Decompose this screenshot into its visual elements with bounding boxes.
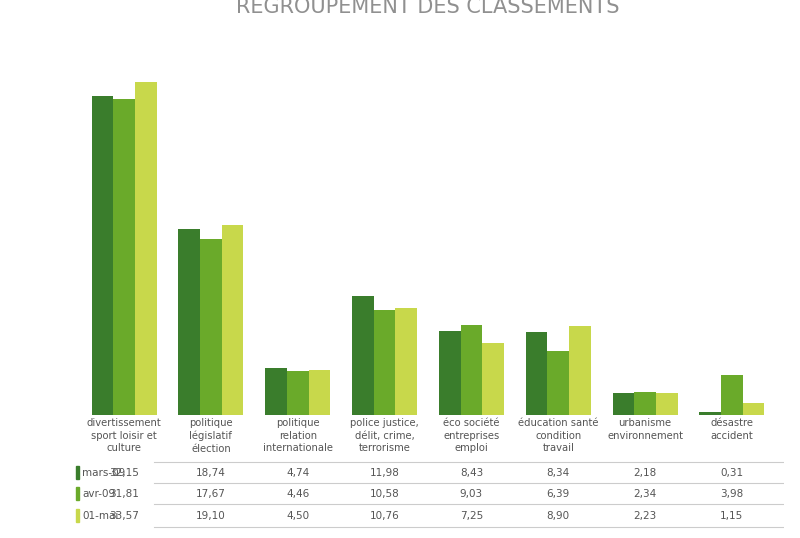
Text: 6,39: 6,39 [546,489,570,499]
Text: 3,98: 3,98 [720,489,743,499]
Title: REGROUPEMENT DES CLASSEMENTS: REGROUPEMENT DES CLASSEMENTS [236,0,620,17]
Bar [91,96,114,415]
Text: 0,31: 0,31 [720,468,743,478]
Text: urbanisme
environnement: urbanisme environnement [607,419,683,441]
Bar [287,371,309,415]
Text: 19,10: 19,10 [196,511,226,521]
Bar [721,376,742,415]
Bar [526,332,547,415]
Bar [76,487,79,500]
Bar [352,296,374,415]
Bar [569,327,591,415]
Bar [265,368,287,415]
Bar [699,412,721,415]
Bar [309,370,330,415]
Text: 33,57: 33,57 [109,511,139,521]
Bar [439,331,461,415]
Text: 17,67: 17,67 [196,489,226,499]
Text: 1,15: 1,15 [720,511,743,521]
Text: 4,46: 4,46 [286,489,310,499]
Text: 2,23: 2,23 [634,511,657,521]
Bar [461,325,482,415]
Text: 01-mai: 01-mai [82,511,118,521]
Text: 11,98: 11,98 [370,468,399,478]
Text: politique
relation
internationale: politique relation internationale [262,419,333,453]
Text: 7,25: 7,25 [460,511,483,521]
Bar [76,509,79,522]
Text: mars-09: mars-09 [82,468,126,478]
Bar [200,239,222,415]
Text: 31,81: 31,81 [109,489,139,499]
Text: police justice,
délit, crime,
terrorisme: police justice, délit, crime, terrorisme [350,419,419,453]
Text: 8,34: 8,34 [546,468,570,478]
Text: 10,58: 10,58 [370,489,399,499]
Text: éducation santé
condition
travail: éducation santé condition travail [518,419,598,453]
Bar [634,392,656,415]
Text: 32,15: 32,15 [109,468,139,478]
Bar [76,466,79,479]
Text: 18,74: 18,74 [196,468,226,478]
Text: 9,03: 9,03 [460,489,483,499]
Text: éco société
entreprises
emploi: éco société entreprises emploi [443,419,500,453]
Bar [547,351,569,415]
Bar [374,310,395,415]
Text: politique
législatif
élection: politique législatif élection [189,419,233,454]
Bar [178,229,200,415]
Text: 10,76: 10,76 [370,511,399,521]
Text: 4,50: 4,50 [286,511,310,521]
Bar [656,393,678,415]
Bar [482,343,504,415]
Bar [395,308,417,415]
Text: 4,74: 4,74 [286,468,310,478]
Bar [742,404,765,415]
Bar [613,393,634,415]
Text: divertissement
sport loisir et
culture: divertissement sport loisir et culture [86,419,162,453]
Text: désastre
accident: désastre accident [710,419,754,441]
Text: 8,90: 8,90 [546,511,570,521]
Bar [222,225,243,415]
Bar [114,99,135,415]
Bar [135,82,157,415]
Text: avr-09: avr-09 [82,489,115,499]
Text: 2,34: 2,34 [634,489,657,499]
Text: 8,43: 8,43 [460,468,483,478]
Text: 2,18: 2,18 [634,468,657,478]
